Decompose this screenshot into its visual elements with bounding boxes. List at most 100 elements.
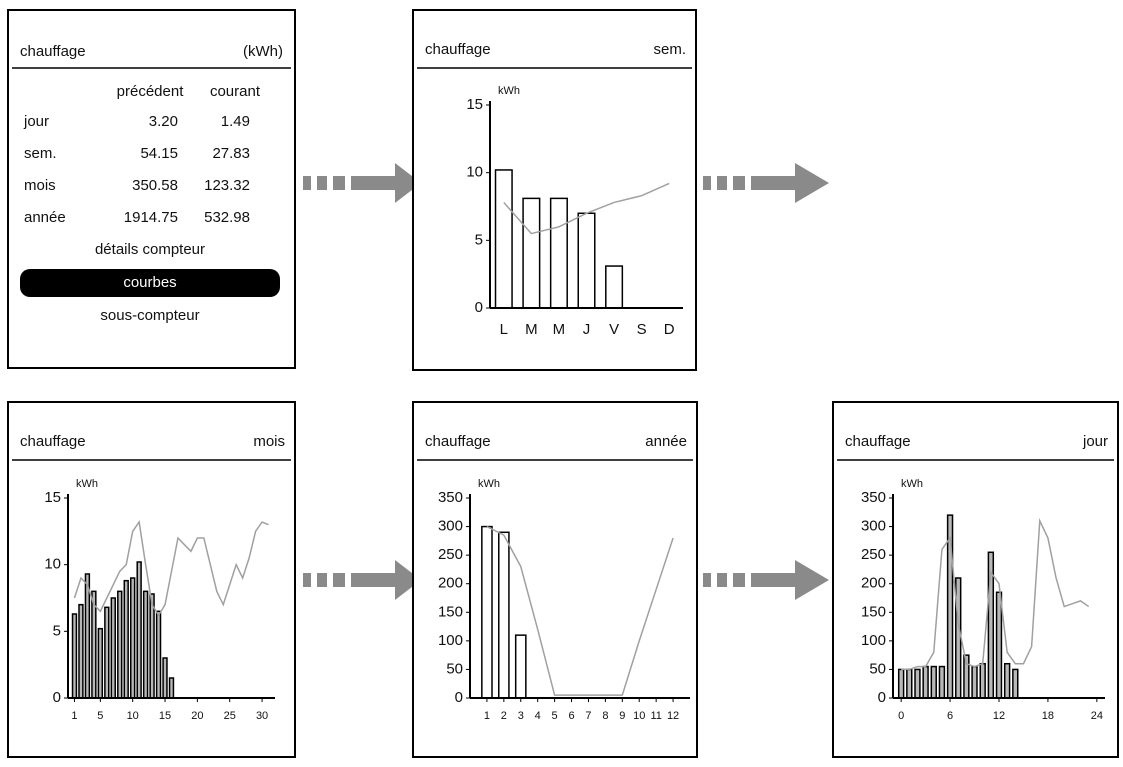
bar <box>979 662 986 699</box>
y-tick-label: 10 <box>466 164 483 181</box>
menu-item[interactable]: sous-compteur <box>100 307 199 324</box>
bar <box>117 590 123 699</box>
bar <box>91 590 97 699</box>
menu-item[interactable]: détails compteur <box>95 241 205 258</box>
panel-frame <box>7 401 296 758</box>
y-axis-label: kWh <box>76 478 98 490</box>
x-tick-label: V <box>609 321 619 338</box>
chart-period: année <box>645 433 687 450</box>
y-tick-label: 0 <box>878 689 886 706</box>
y-axis-label: kWh <box>901 478 923 490</box>
chart-title: chauffage <box>20 433 86 450</box>
y-tick-label: 10 <box>44 556 61 573</box>
row-current: 123.32 <box>204 177 250 194</box>
y-tick-label: 50 <box>446 660 463 677</box>
y-tick-label: 200 <box>861 575 886 592</box>
y-tick-label: 100 <box>861 632 886 649</box>
x-tick-label: 6 <box>947 710 953 722</box>
x-tick-label: 12 <box>993 710 1005 722</box>
x-tick-label: 4 <box>535 710 541 722</box>
x-tick-label: S <box>637 321 647 338</box>
y-tick-label: 15 <box>44 489 61 506</box>
bar <box>995 591 1003 699</box>
bar <box>162 657 168 699</box>
chart-panel: chauffage jour kWh 0 6 12 18 24 0 50 100 150 200 250 3… <box>832 401 1119 758</box>
bar <box>955 577 962 699</box>
y-tick-label: 0 <box>53 689 61 706</box>
bar <box>914 668 921 699</box>
bar <box>897 668 905 699</box>
x-tick-label: L <box>500 321 508 338</box>
x-tick-label: 18 <box>1042 710 1054 722</box>
bar <box>129 577 136 699</box>
x-tick-label: 5 <box>97 710 103 722</box>
x-tick-label: 7 <box>585 710 591 722</box>
menu-panel: chauffage (kWh) précédent courant <box>7 9 296 369</box>
bar <box>142 590 149 699</box>
x-tick-label: 8 <box>602 710 608 722</box>
bar <box>494 169 513 309</box>
y-tick-label: 15 <box>466 96 483 113</box>
column-header: courant <box>210 83 261 100</box>
x-tick-label: J <box>583 321 591 338</box>
line <box>73 520 269 617</box>
bar <box>971 665 978 699</box>
bar <box>481 525 493 699</box>
row-current: 532.98 <box>204 209 250 226</box>
x-tick-label: 10 <box>633 710 645 722</box>
y-tick-label: 200 <box>438 575 463 592</box>
x-tick-label: 24 <box>1091 710 1103 722</box>
bar <box>938 665 946 699</box>
x-tick-label: 11 <box>650 710 661 722</box>
x-tick-label: 1 <box>484 710 490 722</box>
menu-rows: jour 3.20 1.49 sem. 54.15 27.83 mois 350.58 123.… <box>20 113 280 324</box>
x-tick-label: 15 <box>159 710 171 722</box>
x-tick-label: 2 <box>501 710 507 722</box>
row-previous: 3.20 <box>149 113 178 130</box>
bar <box>522 197 541 309</box>
bar <box>498 531 510 699</box>
y-tick-label: 300 <box>438 518 463 535</box>
x-tick-label: 30 <box>256 710 268 722</box>
menu-item[interactable]: courbes <box>123 274 176 291</box>
x-tick-label: M <box>553 321 566 338</box>
bar <box>84 573 91 699</box>
bar <box>168 677 175 699</box>
x-tick-label: 20 <box>191 710 203 722</box>
y-tick-label: 5 <box>53 622 61 639</box>
y-tick-label: 150 <box>438 603 463 620</box>
y-tick-label: 0 <box>455 689 463 706</box>
bar <box>1003 662 1011 699</box>
row-current: 1.49 <box>221 113 250 130</box>
bar <box>906 668 913 699</box>
row-previous: 54.15 <box>140 145 178 162</box>
bar <box>97 627 104 699</box>
selected-item-bg[interactable] <box>20 269 280 297</box>
chart-period: jour <box>1082 433 1108 450</box>
y-tick-label: 250 <box>438 546 463 563</box>
bar <box>110 597 116 699</box>
x-tick-label: 0 <box>898 710 904 722</box>
bar <box>104 606 110 699</box>
bar <box>1012 668 1019 699</box>
bar <box>549 197 568 309</box>
x-tick-label: D <box>664 321 675 338</box>
bar <box>577 212 596 309</box>
y-axis-label: kWh <box>498 85 520 97</box>
menu-unit: (kWh) <box>243 43 283 60</box>
bar <box>136 561 142 699</box>
y-tick-label: 350 <box>438 489 463 506</box>
row-previous: 350.58 <box>132 177 178 194</box>
x-tick-label: 9 <box>619 710 625 722</box>
y-axis-label: kWh <box>478 478 500 490</box>
arrows <box>303 163 829 600</box>
panel-frame <box>7 9 296 369</box>
column-header: précédent <box>117 83 185 100</box>
x-tick-label: 12 <box>667 710 679 722</box>
chart-title: chauffage <box>425 41 491 58</box>
y-tick-label: 50 <box>869 660 886 677</box>
